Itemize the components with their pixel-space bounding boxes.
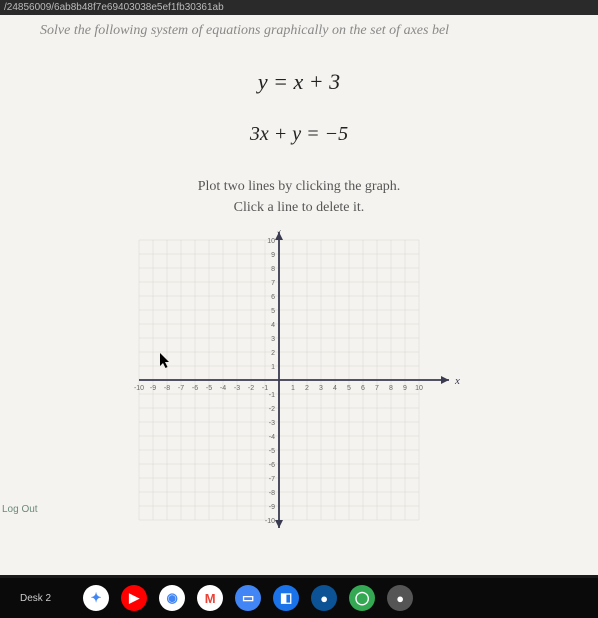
svg-text:9: 9: [403, 385, 407, 392]
app-icon-4[interactable]: ●: [387, 585, 413, 611]
svg-text:7: 7: [375, 385, 379, 392]
svg-text:9: 9: [271, 252, 275, 259]
svg-text:-7: -7: [269, 476, 275, 483]
app-icon-3[interactable]: ◯: [349, 585, 375, 611]
problem-instruction: Solve the following system of equations …: [0, 15, 598, 39]
docs-icon[interactable]: ▭: [235, 585, 261, 611]
svg-text:-8: -8: [164, 385, 170, 392]
plus-icon[interactable]: ✦: [83, 585, 109, 611]
svg-text:8: 8: [271, 266, 275, 273]
page-content: Solve the following system of equations …: [0, 15, 598, 575]
svg-text:8: 8: [389, 385, 393, 392]
svg-text:5: 5: [347, 385, 351, 392]
svg-text:4: 4: [333, 385, 337, 392]
svg-text:-5: -5: [206, 385, 212, 392]
app-icon-1[interactable]: ◧: [273, 585, 299, 611]
svg-text:-1: -1: [262, 385, 268, 392]
svg-text:-3: -3: [269, 420, 275, 427]
svg-text:-7: -7: [178, 385, 184, 392]
svg-text:2: 2: [271, 350, 275, 357]
svg-text:-2: -2: [269, 406, 275, 413]
svg-text:-4: -4: [269, 434, 275, 441]
graph-instruction-line-2: Click a line to delete it.: [0, 197, 598, 218]
svg-text:-2: -2: [248, 385, 254, 392]
graph-svg[interactable]: 1 2 3 4 5 6 7 8 9 10 -1 -2 -3 -4 -5 -6 -7 -8 -9 -10 -10 -9 -8 -…: [109, 230, 489, 550]
svg-text:3: 3: [271, 336, 275, 343]
taskbar: Desk 2 ✦ ▶ ◉ M ▭ ◧ ● ◯ ●: [0, 578, 598, 618]
svg-text:7: 7: [271, 280, 275, 287]
svg-text:-9: -9: [269, 504, 275, 511]
svg-text:10: 10: [415, 385, 423, 392]
equation-1: y = x + 3: [0, 69, 598, 95]
graph-instructions: Plot two lines by clicking the graph. Cl…: [0, 176, 598, 218]
graph-instruction-line-1: Plot two lines by clicking the graph.: [0, 176, 598, 197]
youtube-icon[interactable]: ▶: [121, 585, 147, 611]
coordinate-graph[interactable]: 1 2 3 4 5 6 7 8 9 10 -1 -2 -3 -4 -5 -6 -7 -8 -9 -10 -10 -9 -8 -…: [109, 230, 489, 550]
y-axis-label: y: [278, 230, 284, 233]
url-path: /24856009/6ab8b48f7e69403038e5ef1fb30361…: [0, 0, 598, 15]
svg-text:-9: -9: [150, 385, 156, 392]
desk-label: Desk 2: [20, 593, 51, 604]
chrome-icon[interactable]: ◉: [159, 585, 185, 611]
svg-text:4: 4: [271, 322, 275, 329]
svg-text:10: 10: [267, 238, 275, 245]
x-axis-label: x: [454, 375, 460, 387]
svg-text:-5: -5: [269, 448, 275, 455]
app-icon-2[interactable]: ●: [311, 585, 337, 611]
svg-text:-10: -10: [134, 385, 144, 392]
svg-text:1: 1: [271, 364, 275, 371]
svg-text:-4: -4: [220, 385, 226, 392]
svg-text:5: 5: [271, 308, 275, 315]
svg-text:-1: -1: [269, 392, 275, 399]
svg-text:-8: -8: [269, 490, 275, 497]
svg-text:1: 1: [291, 385, 295, 392]
equation-2: 3x + y = −5: [0, 123, 598, 146]
svg-text:-6: -6: [192, 385, 198, 392]
svg-text:-6: -6: [269, 462, 275, 469]
logout-link[interactable]: Log Out: [2, 504, 38, 515]
svg-text:6: 6: [361, 385, 365, 392]
svg-text:-10: -10: [265, 518, 275, 525]
svg-text:-3: -3: [234, 385, 240, 392]
gmail-icon[interactable]: M: [197, 585, 223, 611]
svg-text:6: 6: [271, 294, 275, 301]
svg-text:2: 2: [305, 385, 309, 392]
svg-text:3: 3: [319, 385, 323, 392]
